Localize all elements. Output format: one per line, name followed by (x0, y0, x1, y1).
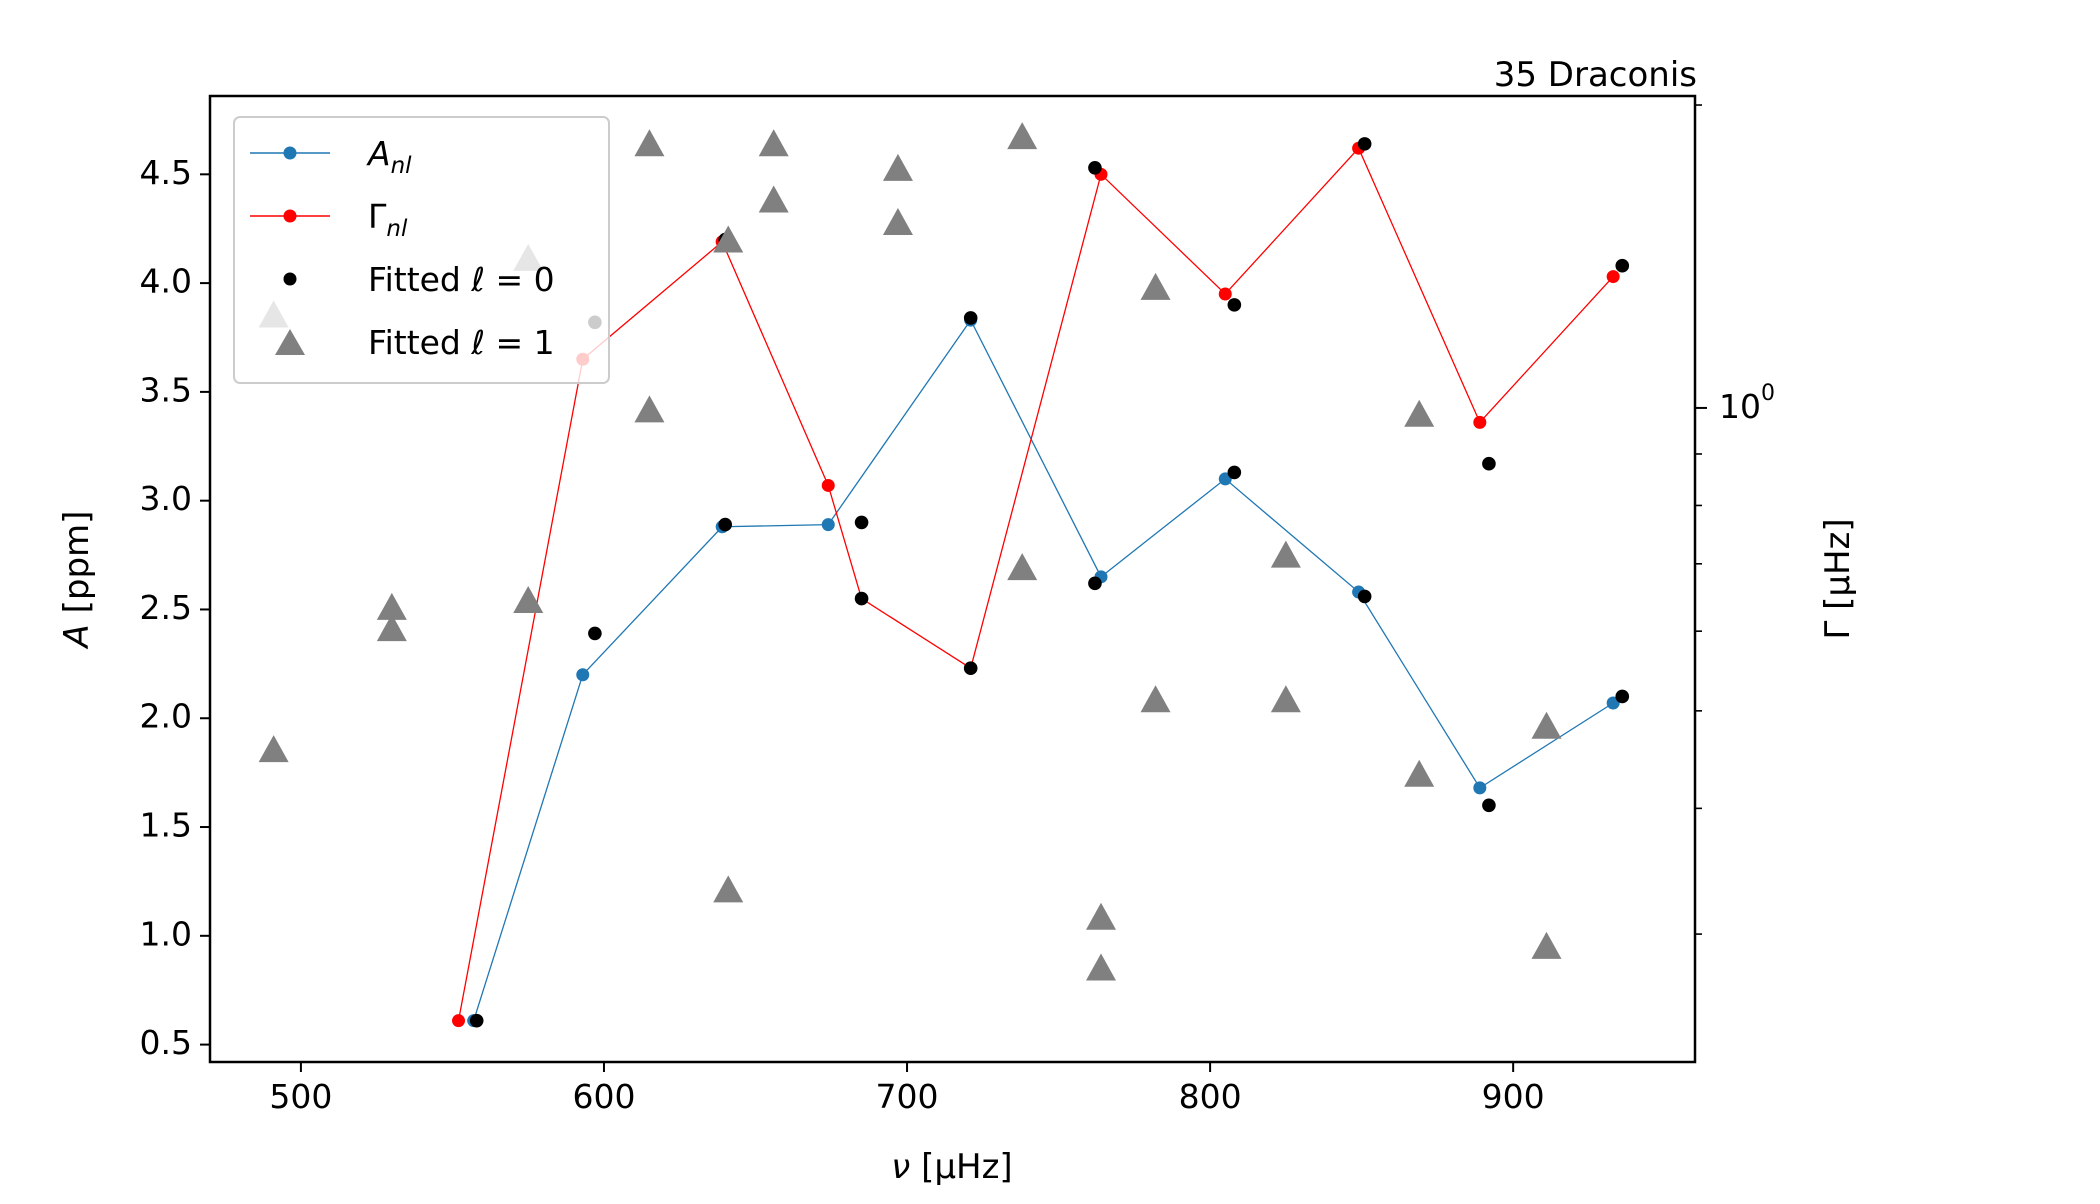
data-point-amp (1473, 781, 1487, 795)
x-tick-label: 800 (1179, 1077, 1242, 1116)
y-right-tick-label-major: 100 (1719, 381, 1775, 426)
y-left-tick-label: 1.0 (140, 914, 192, 953)
legend-marker-l0 (283, 272, 297, 286)
data-point-l1 (882, 153, 913, 181)
data-point-l1 (1404, 399, 1435, 427)
legend-label-l0: Fitted ℓ = 0 (368, 260, 555, 299)
data-point-l0 (1615, 258, 1630, 273)
data-point-l1 (1270, 685, 1301, 713)
y-left-tick-label: 0.5 (140, 1023, 192, 1062)
legend-label-l1: Fitted ℓ = 1 (368, 323, 555, 362)
data-point-amp (821, 518, 835, 532)
data-point-l0 (1227, 465, 1242, 480)
data-point-l1 (758, 185, 789, 213)
data-point-l1 (1270, 540, 1301, 568)
data-point-l0 (854, 515, 869, 530)
legend-marker-width (283, 209, 297, 223)
y-left-tick-label: 3.5 (140, 370, 192, 409)
data-point-l0 (1357, 589, 1372, 604)
data-point-width (1218, 287, 1232, 301)
data-point-l1 (1531, 931, 1562, 959)
y-left-tick-label: 4.0 (140, 262, 192, 301)
data-point-width (1473, 415, 1487, 429)
legend-item-amp: Anl (250, 134, 412, 179)
data-point-l0 (1088, 160, 1102, 175)
legend-marker-amp (283, 146, 297, 160)
data-point-l0 (963, 311, 978, 325)
data-point-l1 (1086, 902, 1116, 930)
legend-item-width: Γnl (250, 197, 408, 242)
data-point-l1 (376, 614, 407, 642)
y-axis-left: 0.5 1.0 1.5 2.0 2.5 3.0 3.5 4.0 4.5 (140, 153, 210, 1062)
data-point-l0 (718, 517, 733, 532)
data-point-l1 (634, 395, 665, 423)
series-line-amp (473, 318, 1614, 1021)
data-point-l0 (1482, 456, 1496, 471)
legend-label-amp: Anl (366, 134, 412, 179)
y-left-tick-label: 3.0 (140, 479, 192, 518)
data-point-l1 (1140, 272, 1171, 300)
legend-marker-l1 (275, 329, 305, 355)
x-tick-label: 700 (876, 1077, 939, 1116)
data-point-l1 (376, 592, 407, 620)
data-point-l0 (1482, 798, 1496, 813)
data-point-l1 (1140, 685, 1171, 713)
data-point-l1 (713, 225, 744, 253)
series-layer (258, 122, 1630, 1028)
data-point-l1 (258, 735, 289, 763)
y-axis-left-label: A [ppm] (57, 511, 97, 650)
data-point-l1 (882, 207, 913, 235)
data-point-l1 (1404, 759, 1435, 787)
data-point-l1 (1531, 711, 1562, 739)
x-tick-label: 600 (572, 1077, 635, 1116)
data-point-width (821, 478, 835, 492)
y-left-tick-label: 4.5 (140, 153, 192, 192)
y-left-tick-label: 2.5 (140, 588, 192, 627)
data-point-l1 (513, 585, 544, 613)
data-point-l0 (469, 1013, 484, 1028)
data-point-l0 (1088, 576, 1102, 591)
data-point-l1 (1007, 553, 1038, 581)
legend-item-l1: Fitted ℓ = 1 (275, 323, 555, 362)
data-point-l0 (588, 626, 602, 641)
data-point-l0 (1615, 689, 1630, 704)
x-axis: 500 600 700 800 900 (269, 1062, 1545, 1116)
data-point-width (1606, 270, 1620, 284)
legend-item-l0: Fitted ℓ = 0 (283, 260, 555, 299)
y-axis-right: 100 (1695, 104, 1775, 935)
x-tick-label: 900 (1482, 1077, 1545, 1116)
data-point-l1 (634, 129, 665, 157)
y-axis-right-label: Γ [μHz] (1818, 518, 1858, 639)
data-point-l0 (854, 591, 869, 606)
data-point-l0 (1227, 298, 1242, 312)
x-axis-label: ν [μHz] (891, 1147, 1012, 1187)
data-point-width (452, 1014, 466, 1028)
data-point-l1 (713, 875, 744, 903)
y-left-tick-label: 1.5 (140, 806, 192, 845)
x-tick-label: 500 (269, 1077, 332, 1116)
chart-title: 35 Draconis (1494, 55, 1697, 95)
y-left-tick-label: 2.0 (140, 697, 192, 736)
data-point-l1 (1007, 122, 1038, 150)
legend-box (233, 116, 610, 384)
data-point-l1 (1086, 953, 1116, 981)
data-point-l0 (1357, 137, 1372, 151)
data-point-amp (576, 668, 590, 682)
legend-label-width: Γnl (368, 197, 408, 242)
data-point-l0 (963, 661, 978, 676)
legend: Anl Γnl Fitted ℓ = 0 Fitted ℓ = 1 (233, 116, 610, 384)
data-point-l1 (758, 129, 789, 157)
